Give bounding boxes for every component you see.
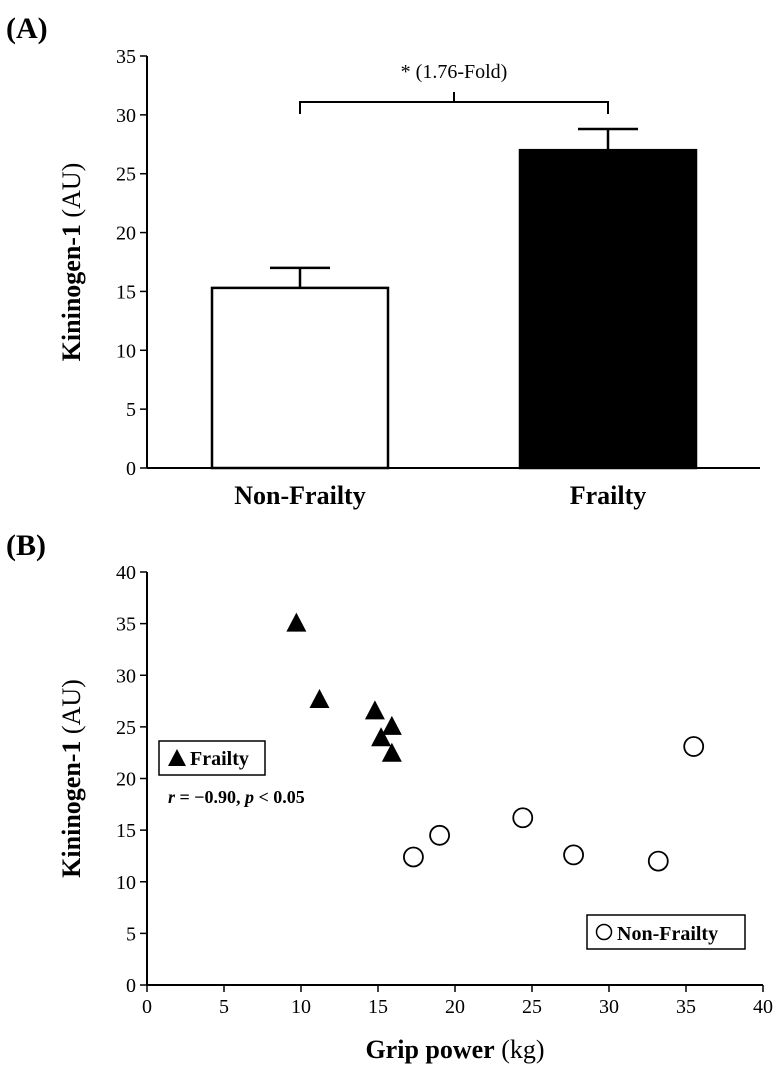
non-frailty-point	[403, 846, 424, 868]
y-tick-label: 0	[126, 975, 136, 997]
x-tick-label: 30	[599, 996, 619, 1018]
y-tick-label: 25	[116, 164, 136, 186]
panel-b-points	[286, 612, 705, 872]
panel-a-y-axis-label: Kininogen-1 (AU)	[57, 163, 86, 362]
y-tick-label: 5	[126, 923, 136, 945]
frailty-point	[364, 700, 385, 720]
bracket-line	[299, 101, 609, 114]
panel-b-x-label-main: Grip power	[365, 1035, 494, 1064]
panel-a-axes	[146, 56, 760, 469]
significance-bracket	[299, 92, 609, 114]
stat-p: p	[243, 787, 254, 807]
correlation-stat: r = −0.90, p < 0.05	[168, 787, 305, 807]
x-tick-label: 25	[522, 996, 542, 1018]
bar	[210, 286, 390, 470]
y-tick-label: 40	[116, 562, 136, 584]
panel-b: (B) 0 5 10 15 20 25 30 35 40 0 5 10 15 20 25 30 35 40 Ki…	[6, 529, 773, 1064]
y-tick-label: 5	[126, 399, 136, 421]
stat-r: r	[168, 787, 176, 807]
x-tick-label: 0	[142, 996, 152, 1018]
legend-frailty-label: Frailty	[190, 748, 249, 770]
panel-b-y-axis-label: Kininogen-1 (AU)	[57, 679, 86, 878]
frailty-point	[381, 715, 402, 735]
legend-frailty: Frailty	[158, 740, 266, 776]
non-frailty-point	[683, 736, 705, 757]
stat-p-value: < 0.05	[254, 787, 305, 807]
panel-a-label: (A)	[6, 12, 48, 45]
significance-annotation: * (1.76-Fold)	[401, 61, 508, 83]
frailty-point	[371, 727, 392, 747]
panel-a-y-label-main: Kininogen-1	[57, 224, 86, 361]
y-tick-label: 15	[116, 281, 136, 303]
panel-b-y-label-unit: (AU)	[57, 679, 86, 740]
panel-b-x-label-unit: (kg)	[495, 1035, 545, 1064]
x-tick-label: 35	[676, 996, 696, 1018]
y-tick-label: 30	[116, 665, 136, 687]
legend-non-frailty: Non-Frailty	[586, 914, 746, 950]
non-frailty-point	[429, 824, 451, 846]
x-tick-label: 5	[219, 996, 229, 1018]
y-tick-label: 10	[116, 872, 136, 894]
y-tick-label: 35	[116, 46, 136, 68]
category-label: Non-Frailty	[234, 481, 365, 510]
non-frailty-point	[647, 850, 669, 872]
x-tick-label: 20	[445, 996, 465, 1018]
frailty-point	[309, 689, 330, 709]
y-tick-label: 35	[116, 614, 136, 636]
bar	[518, 148, 698, 470]
x-tick-label: 40	[753, 996, 773, 1018]
x-tick-label: 15	[368, 996, 388, 1018]
panel-b-x-axis-label: Grip power (kg)	[365, 1035, 544, 1064]
panel-a-y-ticks: 0 5 10 15 20 25 30 35	[116, 46, 147, 480]
legend-non-frailty-box	[586, 914, 746, 950]
y-tick-label: 20	[116, 223, 136, 245]
panel-a: (A) 0 5 10 15 20 25 30 35 Non-Frailty Frailty * …	[6, 12, 760, 510]
stat-r-value: = −0.90,	[175, 787, 245, 807]
panel-b-x-ticks: 0 5 10 15 20 25 30 35 40	[142, 985, 773, 1018]
panel-a-categories: Non-Frailty Frailty	[234, 481, 646, 510]
y-tick-label: 15	[116, 820, 136, 842]
panel-a-y-label-unit: (AU)	[57, 163, 86, 224]
panel-b-label: (B)	[6, 529, 46, 562]
legend-non-frailty-label: Non-Frailty	[617, 923, 718, 945]
panel-b-y-label-main: Kininogen-1	[57, 741, 86, 878]
circle-icon	[595, 923, 613, 941]
y-tick-label: 30	[116, 105, 136, 127]
y-tick-label: 0	[126, 458, 136, 480]
y-tick-label: 10	[116, 340, 136, 362]
y-tick-label: 20	[116, 769, 136, 791]
panel-a-bars	[210, 127, 698, 470]
category-label: Frailty	[570, 481, 647, 510]
y-tick-label: 25	[116, 717, 136, 739]
triangle-icon	[168, 749, 186, 766]
frailty-point	[381, 742, 402, 762]
panel-b-y-ticks: 0 5 10 15 20 25 30 35 40	[116, 562, 147, 997]
non-frailty-point	[563, 844, 584, 866]
frailty-point	[286, 612, 307, 632]
non-frailty-point	[512, 807, 534, 829]
x-tick-label: 10	[291, 996, 311, 1018]
